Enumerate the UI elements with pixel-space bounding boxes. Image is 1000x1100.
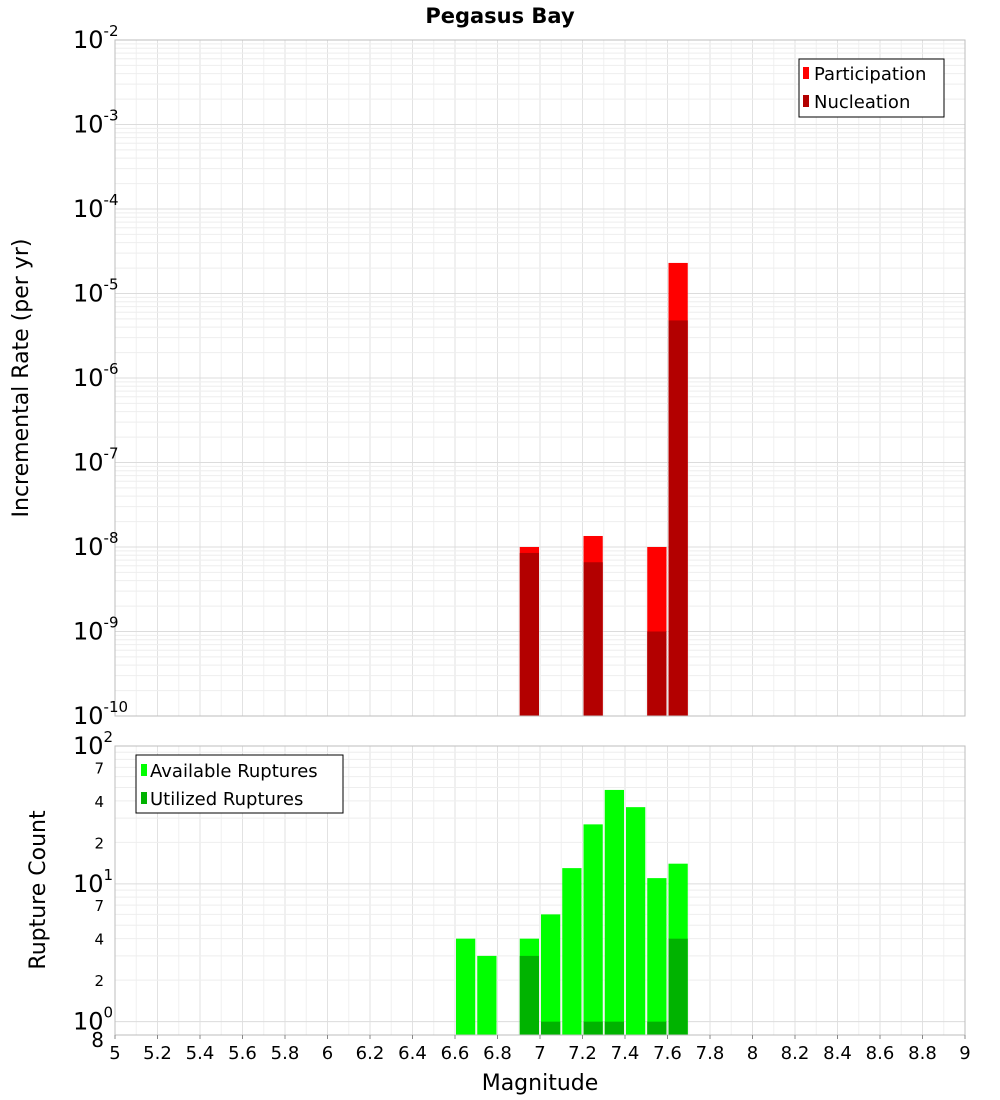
top-y-tick-label: 10-3 [73, 107, 119, 139]
bottom-y-tick-label: 8 [91, 1028, 104, 1052]
top-legend: Participation Nucleation [798, 58, 945, 118]
x-tick-label: 7.2 [568, 1043, 597, 1064]
legend-swatch-available [141, 764, 147, 776]
top-y-tick-label: 10-2 [73, 22, 119, 54]
bar-available-ruptures [626, 807, 646, 1035]
top-grid [114, 40, 966, 717]
x-tick-label: 5.6 [228, 1043, 257, 1064]
bar-available-ruptures [477, 955, 497, 1035]
top-y-tick-label: 10-5 [73, 276, 119, 308]
bottom-legend-box [135, 754, 344, 814]
top-y-tick-label: 10-10 [73, 698, 128, 730]
x-tick-label: 9 [959, 1043, 970, 1064]
bar-utilized-ruptures [668, 938, 688, 1035]
x-tick-label: 6.2 [356, 1043, 385, 1064]
x-tick-label: 5 [109, 1043, 120, 1064]
x-tick-label: 6 [322, 1043, 333, 1064]
top-y-tick-label: 10-8 [73, 529, 119, 561]
top-y-tick-label: 10-6 [73, 360, 119, 392]
bar-utilized-ruptures [647, 1021, 667, 1035]
legend-label-participation: Participation [814, 64, 926, 85]
chart-title: Pegasus Bay [425, 4, 575, 28]
x-tick-label: 7.4 [611, 1043, 640, 1064]
bottom-y-tick-label: 4 [94, 793, 104, 811]
bottom-y-tick-label: 101 [73, 866, 113, 898]
x-tick-label: 8 [747, 1043, 758, 1064]
x-ticks: 5 5.2 5.4 5.6 5.8 6 6.2 6.4 6.6 6.8 7 7.2 7.4 7.6 7.8 8… [109, 1035, 971, 1064]
bottom-y-tick-label: 2 [94, 834, 104, 852]
x-tick-label: 5.4 [186, 1043, 215, 1064]
top-y-tick-label: 10-9 [73, 614, 119, 646]
top-bars [519, 262, 688, 716]
x-tick-label: 8.2 [781, 1043, 810, 1064]
bar-available-ruptures [562, 868, 582, 1035]
x-tick-label: 6.4 [398, 1043, 427, 1064]
bar-available-ruptures [647, 878, 667, 1035]
bar-utilized-ruptures [604, 1021, 624, 1035]
x-tick-label: 8.6 [866, 1043, 895, 1064]
bottom-y-tick-label: 7 [94, 759, 104, 777]
bottom-y-tick-label: 100 [73, 1004, 113, 1036]
bar-available-ruptures [583, 824, 603, 1035]
x-axis-label: Magnitude [482, 1071, 599, 1096]
x-tick-label: 8.8 [908, 1043, 937, 1064]
legend-swatch-utilized [141, 792, 147, 804]
top-panel: 10-10 10-9 10-8 10-7 10-6 10-5 10-4 10-3 10-2 In… [9, 22, 966, 730]
x-tick-label: 6.6 [441, 1043, 470, 1064]
legend-swatch-nucleation [803, 95, 809, 107]
legend-label-nucleation: Nucleation [814, 92, 910, 113]
bar-nucleation [583, 562, 603, 716]
bar-utilized-ruptures [541, 1021, 561, 1035]
bar-nucleation [647, 631, 667, 716]
x-tick-label: 5.8 [271, 1043, 300, 1064]
bottom-legend: Available Ruptures Utilized Ruptures [135, 754, 344, 814]
legend-label-utilized: Utilized Ruptures [150, 789, 303, 810]
bottom-bars [456, 789, 688, 1035]
top-legend-box [798, 58, 945, 118]
legend-label-available: Available Ruptures [150, 761, 318, 782]
x-tick-label: 8.4 [823, 1043, 852, 1064]
bottom-y-tick-label: 2 [94, 972, 104, 990]
bar-available-ruptures [541, 914, 561, 1035]
bar-available-ruptures [604, 789, 624, 1035]
bar-utilized-ruptures [583, 1021, 603, 1035]
legend-swatch-participation [803, 67, 809, 79]
bar-available-ruptures [456, 938, 476, 1035]
bottom-y-tick-label: 7 [94, 897, 104, 915]
top-y-tick-label: 10-4 [73, 191, 119, 223]
top-y-axis-label: Incremental Rate (per yr) [9, 239, 34, 518]
bar-nucleation [519, 552, 539, 716]
top-y-tick-label: 10-7 [73, 445, 119, 477]
bottom-y-axis-label: Rupture Count [26, 810, 51, 970]
bar-utilized-ruptures [519, 955, 539, 1035]
bottom-y-tick-label: 102 [73, 728, 113, 760]
bar-nucleation [668, 320, 688, 716]
x-tick-label: 6.8 [483, 1043, 512, 1064]
bottom-y-tick-label: 4 [94, 931, 104, 949]
x-tick-label: 5.2 [143, 1043, 172, 1064]
x-tick-label: 7 [534, 1043, 545, 1064]
x-tick-label: 7.8 [696, 1043, 725, 1064]
x-tick-label: 7.6 [653, 1043, 682, 1064]
top-plot-border [114, 39, 966, 717]
top-y-ticks: 10-10 10-9 10-8 10-7 10-6 10-5 10-4 10-3 10-2 [73, 22, 128, 730]
